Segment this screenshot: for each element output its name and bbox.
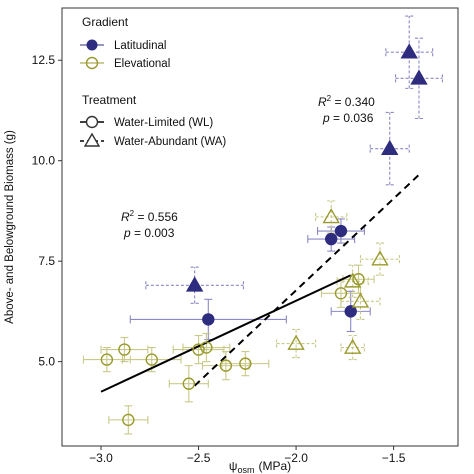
legend-gradient-title: Gradient: [82, 15, 129, 29]
latitudinal-wl-point: [344, 305, 357, 318]
y-tick-label: 7.5: [38, 254, 55, 268]
legend: Gradient Latitudinal Elevational Treatme…: [80, 15, 226, 148]
legend-wl-label: Water-Limited (WL): [114, 117, 213, 129]
elevational-wa-point: [287, 334, 305, 350]
wa-r2: R2 = 0.340: [318, 94, 375, 109]
latitudinal-wa-point: [185, 276, 204, 292]
elevational-wa-point: [371, 250, 389, 266]
x-tick-label: −2.0: [284, 451, 308, 465]
legend-treatment-title: Treatment: [82, 93, 137, 107]
x-tick-label: −3.0: [89, 451, 113, 465]
wa-p: p = 0.036: [322, 111, 374, 125]
annotation-wl: R2 = 0.556 p = 0.003: [121, 209, 178, 240]
elevational-wl-point: [122, 413, 135, 427]
legend-wa-marker: [83, 132, 101, 147]
y-tick-label: 12.5: [32, 53, 56, 67]
fit-lines: [100, 174, 420, 393]
elevational-wl-point: [200, 341, 213, 354]
latitudinal-wa-point: [400, 43, 418, 59]
elevational-wl-point: [219, 359, 233, 372]
fit-line-wa: [193, 174, 420, 387]
x-tick-label: −1.5: [382, 451, 406, 465]
latitudinal-wl-point: [334, 224, 348, 238]
data-points: [100, 43, 428, 427]
legend-wl-marker: [85, 115, 99, 129]
elevational-wa-point: [322, 208, 340, 224]
elevational-wl-point: [145, 353, 158, 366]
error-bars: [82, 15, 443, 435]
elevational-wl-point: [182, 377, 195, 390]
elevational-wl-point: [334, 287, 348, 300]
y-tick-label: 5.0: [38, 355, 55, 369]
wl-p: p = 0.003: [123, 226, 175, 240]
axes: −3.0 −2.5 −2.0 −1.5 5.0 7.5 10.0 12.5: [32, 53, 406, 465]
legend-elevational-marker: [85, 56, 99, 70]
x-tick-label: −2.5: [187, 451, 211, 465]
elevational-wl-point: [118, 343, 131, 356]
elevational-wa-point: [351, 292, 370, 308]
elevational-wl-point: [100, 353, 114, 366]
plot-frame: [61, 7, 459, 447]
y-tick-label: 10.0: [32, 154, 56, 168]
x-axis-title: ψosm (MPa): [229, 459, 291, 474]
wl-r2: R2 = 0.556: [121, 209, 178, 224]
y-axis-title: Above- and Belowground Biomass (g): [4, 130, 16, 324]
latitudinal-wl-point: [325, 232, 338, 246]
legend-latitudinal-marker: [86, 39, 98, 51]
elevational-wa-point: [343, 272, 362, 288]
annotation-wa: R2 = 0.340 p = 0.036: [318, 94, 375, 125]
latitudinal-wa-point: [381, 139, 399, 155]
elevational-wl-point: [192, 343, 205, 356]
latitudinal-wl-point: [202, 313, 215, 326]
fit-line-wl: [100, 274, 352, 393]
elevational-wa-point: [343, 338, 362, 354]
legend-elevational-label: Elevational: [114, 58, 170, 70]
legend-wa-label: Water-Abundant (WA): [114, 136, 226, 148]
latitudinal-wa-point: [410, 69, 428, 85]
elevational-wl-point: [239, 357, 252, 370]
legend-latitudinal-label: Latitudinal: [114, 40, 166, 52]
